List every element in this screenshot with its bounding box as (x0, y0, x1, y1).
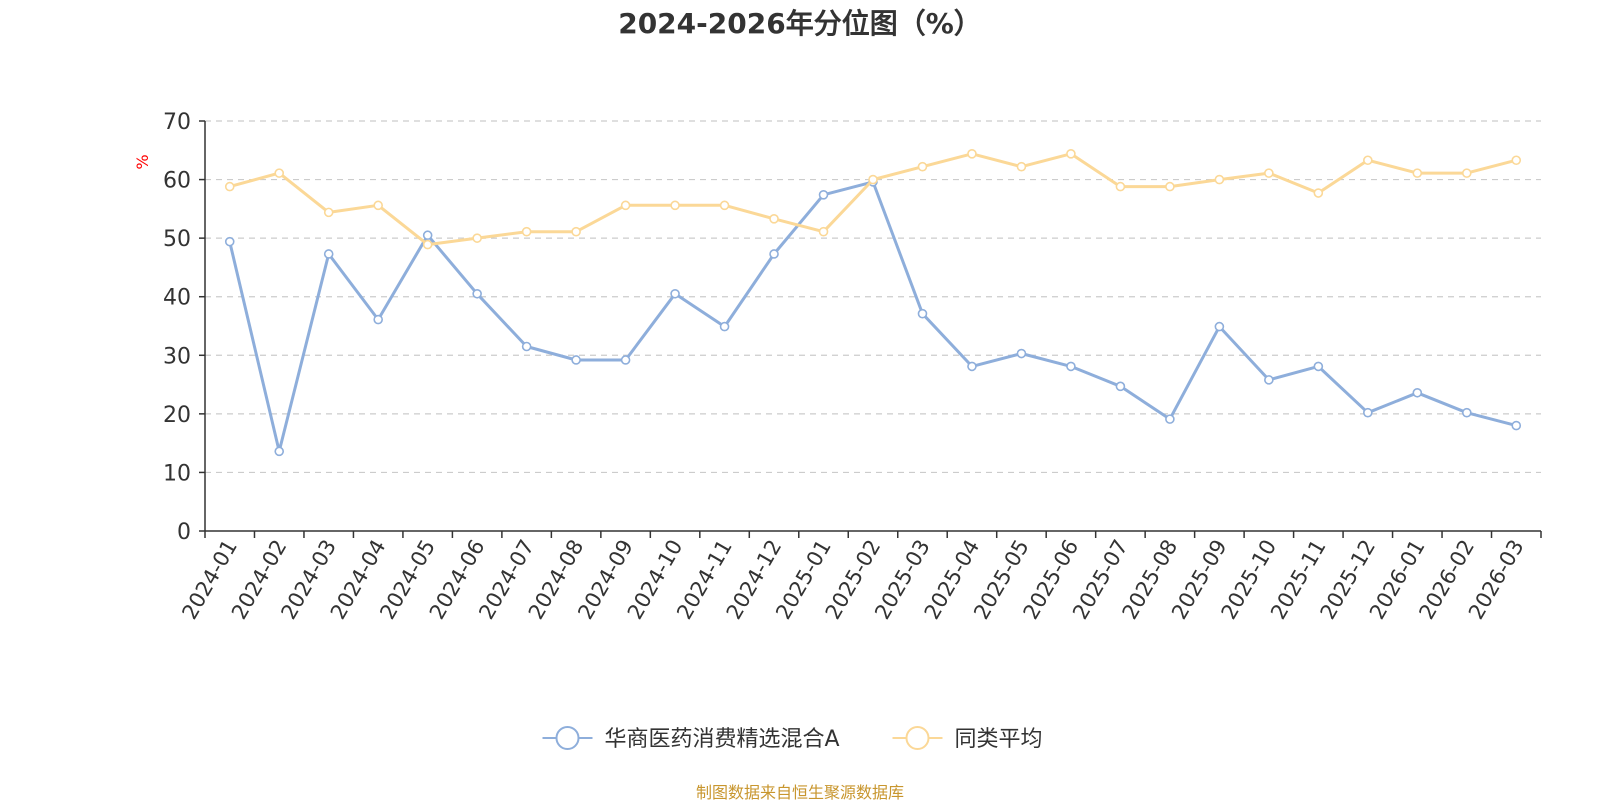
legend-item-1[interactable]: 华商医药消费精选混合A (542, 726, 840, 752)
data-point (1461, 168, 1472, 178)
data-point (1313, 361, 1324, 372)
source-note: 制图数据来自恒生聚源数据库 (695, 783, 904, 802)
y-tick-label: 0 (177, 520, 191, 545)
y-tick-label: 70 (163, 110, 191, 135)
data-point (274, 446, 285, 457)
y-tick-label: 10 (163, 461, 191, 486)
data-point (373, 200, 383, 211)
data-point (571, 355, 581, 365)
data-point (1214, 321, 1225, 332)
series-line (228, 180, 1518, 453)
data-point (224, 181, 235, 192)
grid-lines (205, 120, 1541, 474)
data-point (1461, 407, 1472, 418)
data-point (1511, 420, 1522, 431)
data-point (1165, 181, 1175, 192)
data-point (769, 249, 779, 259)
data-point (818, 226, 829, 237)
data-point (1363, 155, 1373, 166)
data-point (917, 161, 928, 172)
y-tick-label: 50 (163, 227, 191, 252)
data-point (1066, 149, 1076, 159)
data-point (1016, 161, 1027, 172)
data-point (967, 149, 977, 159)
series-lines (224, 149, 1522, 457)
data-point (472, 233, 482, 243)
legend[interactable]: 华商医药消费精选混合A 同类平均 (542, 726, 1043, 752)
legend-label: 同类平均 (955, 727, 1043, 752)
data-point (224, 236, 235, 247)
series-2 (224, 149, 1522, 250)
data-point (620, 200, 631, 211)
data-point (323, 249, 334, 259)
y-axis-label: % (133, 154, 152, 169)
chart-title: 2024-2026年分位图（%） (618, 7, 982, 40)
y-tick-label: 60 (163, 169, 191, 194)
data-point (1313, 188, 1324, 198)
data-point (1066, 361, 1076, 372)
data-point (620, 355, 631, 365)
data-point (274, 168, 285, 178)
legend-label: 华商医药消费精选混合A (605, 727, 840, 752)
data-point (818, 190, 829, 200)
legend-marker-icon (555, 726, 580, 750)
data-point (1115, 181, 1126, 192)
legend-marker-icon (905, 726, 930, 750)
data-point (769, 214, 779, 224)
data-point (719, 321, 730, 332)
data-point (1264, 375, 1274, 385)
data-point (373, 314, 383, 325)
data-point (422, 230, 433, 241)
data-point (422, 239, 433, 250)
y-tick-label: 20 (163, 403, 191, 428)
data-point (719, 200, 730, 211)
data-point (1412, 168, 1423, 178)
series-line (228, 152, 1518, 247)
y-tick-label: 40 (163, 286, 191, 311)
y-tick-label: 30 (163, 344, 191, 369)
data-point (323, 207, 334, 218)
data-point (967, 361, 977, 372)
data-point (868, 174, 878, 185)
data-point (670, 200, 680, 211)
data-point (521, 226, 532, 237)
data-point (1016, 348, 1027, 359)
data-point (1363, 407, 1373, 418)
data-point (917, 308, 928, 319)
data-point (1511, 155, 1522, 166)
data-point (521, 341, 532, 352)
data-point (472, 288, 482, 299)
data-point (1412, 387, 1423, 398)
data-point (1264, 168, 1274, 178)
data-point (1115, 381, 1126, 392)
data-point (1214, 174, 1225, 185)
data-point (670, 288, 680, 299)
legend-item-2[interactable]: 同类平均 (892, 726, 1043, 752)
data-point (571, 226, 581, 237)
data-point (1165, 414, 1175, 424)
